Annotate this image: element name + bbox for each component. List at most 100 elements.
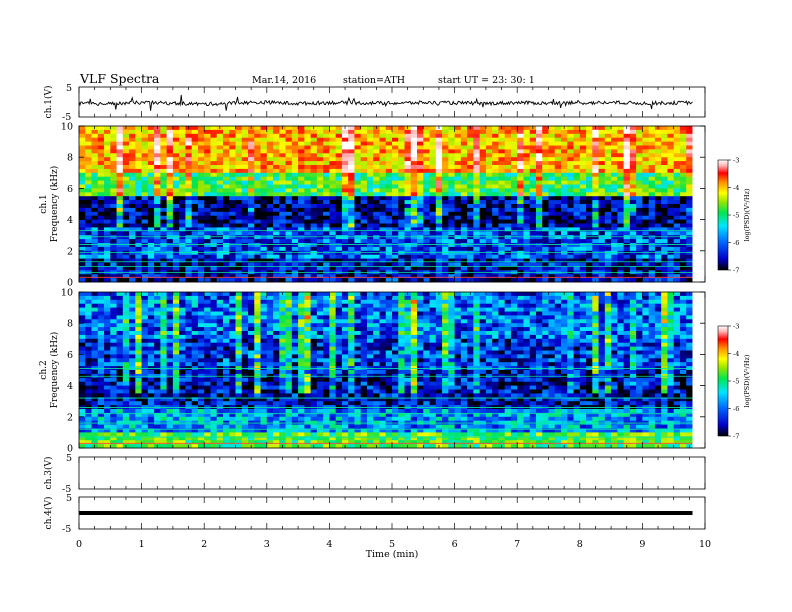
spectrogram-cell — [204, 362, 211, 367]
spectrogram-cell — [504, 274, 512, 279]
spectrogram-cell — [604, 165, 612, 170]
spectrogram-cell — [210, 342, 218, 347]
spectrogram-cell — [204, 184, 211, 189]
spectrogram-cell — [673, 172, 681, 178]
spectrogram-cell — [185, 354, 193, 359]
spectrogram-cell — [611, 219, 618, 224]
spectrogram-cell — [567, 129, 574, 135]
spectrogram-cell — [629, 200, 637, 205]
spectrogram-cell — [185, 393, 193, 398]
spectrogram-cell — [197, 311, 205, 316]
spectrogram-cell — [648, 231, 656, 236]
spectrogram-cell — [392, 274, 399, 279]
spectrogram-cell — [122, 338, 130, 344]
spectrogram-cell — [116, 262, 124, 267]
spectrogram-cell — [279, 243, 286, 248]
spectrogram-cell — [310, 274, 318, 279]
spectrogram-cell — [348, 227, 355, 232]
spectrogram-cell — [604, 246, 612, 252]
spectrogram-cell — [141, 149, 149, 154]
spectrogram-cell — [404, 180, 412, 185]
spectrogram-cell — [222, 149, 230, 154]
spectrogram-cell — [604, 227, 612, 232]
spectrogram-cell — [592, 141, 599, 146]
spectrogram-cell — [147, 409, 155, 414]
spectrogram-cell — [454, 180, 462, 185]
spectrogram-cell — [116, 165, 124, 170]
spectrogram-cell — [147, 223, 155, 228]
spectrogram-cell — [79, 243, 86, 248]
spectrogram-cell — [323, 188, 330, 193]
spectrogram-cell — [567, 180, 574, 185]
spectrogram-cell — [110, 428, 117, 433]
spectrogram-cell — [204, 254, 211, 259]
spectrogram-cell — [85, 227, 92, 232]
spectrogram-cell — [204, 219, 211, 224]
spectrogram-cell — [629, 126, 637, 131]
spectrogram-cell — [498, 180, 506, 185]
station-label: station=ATH — [343, 75, 405, 86]
spectrogram-cell — [448, 262, 455, 267]
spectrogram-cell — [329, 133, 337, 139]
spectrogram-cell — [492, 266, 499, 271]
spectrogram-cell — [197, 262, 205, 267]
spectrogram-cell — [366, 192, 374, 197]
spectrogram-cell — [435, 246, 443, 252]
spectrogram-cell — [129, 278, 136, 283]
spectrogram-cell — [204, 227, 211, 232]
spectrogram-cell — [442, 153, 449, 158]
spectrogram-cell — [623, 176, 631, 181]
spectrogram-cell — [529, 133, 537, 139]
spectrogram-cell — [460, 227, 468, 232]
spectrogram-cell — [479, 266, 487, 271]
spectrogram-cell — [104, 342, 111, 347]
spectrogram-cell — [586, 258, 593, 263]
spectrogram-cell — [141, 377, 149, 383]
spectrogram-cell — [323, 184, 330, 189]
spectrogram-cell — [135, 207, 142, 213]
spectrogram-cell — [97, 274, 105, 279]
spectrogram-cell — [97, 250, 105, 256]
spectrogram-cell — [279, 133, 286, 139]
spectrogram-cell — [235, 307, 243, 312]
spectrogram-cell — [254, 215, 261, 220]
spectrogram-cell — [97, 278, 105, 283]
spectrogram-cell — [686, 207, 693, 213]
spectrogram-cell — [229, 145, 236, 150]
spectrogram-cell — [467, 192, 474, 197]
spectrogram-cell — [241, 141, 249, 146]
spectrogram-cell — [504, 200, 512, 205]
spectrogram-cell — [485, 192, 493, 197]
spectrogram-cell — [467, 274, 474, 279]
spectrogram-cell — [410, 254, 418, 259]
spectrogram-cell — [166, 409, 174, 414]
spectrogram-cell — [147, 338, 155, 344]
spectrogram-cell — [554, 126, 562, 131]
spectrogram-cell — [548, 278, 556, 283]
spectrogram-cell — [204, 338, 211, 344]
spectrogram-cell — [673, 133, 681, 139]
spectrogram-cell — [172, 358, 180, 363]
spectrogram-cell — [404, 176, 412, 181]
spectrogram-cell — [172, 389, 180, 394]
spectrogram-cell — [460, 149, 468, 154]
spectrogram-cell — [104, 424, 111, 429]
spectrogram-cell — [598, 274, 606, 279]
spectrogram-cell — [97, 196, 105, 201]
spectrogram-cell — [166, 250, 174, 256]
spectrogram-cell — [479, 172, 487, 178]
spectrogram-cell — [85, 428, 92, 433]
spectrogram-cell — [254, 165, 261, 170]
spectrogram-cell — [329, 246, 337, 252]
spectrogram-cell — [160, 184, 168, 189]
spectrogram-cell — [510, 161, 518, 166]
spectrogram-cell — [679, 219, 687, 224]
spectrogram-cell — [467, 243, 474, 248]
spectrogram-cell — [592, 165, 599, 170]
spectrogram-cell — [354, 126, 362, 131]
spectrogram-cell — [129, 295, 136, 301]
spectrogram-cell — [79, 258, 86, 263]
spectrogram-cell — [273, 239, 280, 244]
spectrogram-cell — [79, 250, 86, 256]
spectrogram-cell — [254, 235, 261, 240]
